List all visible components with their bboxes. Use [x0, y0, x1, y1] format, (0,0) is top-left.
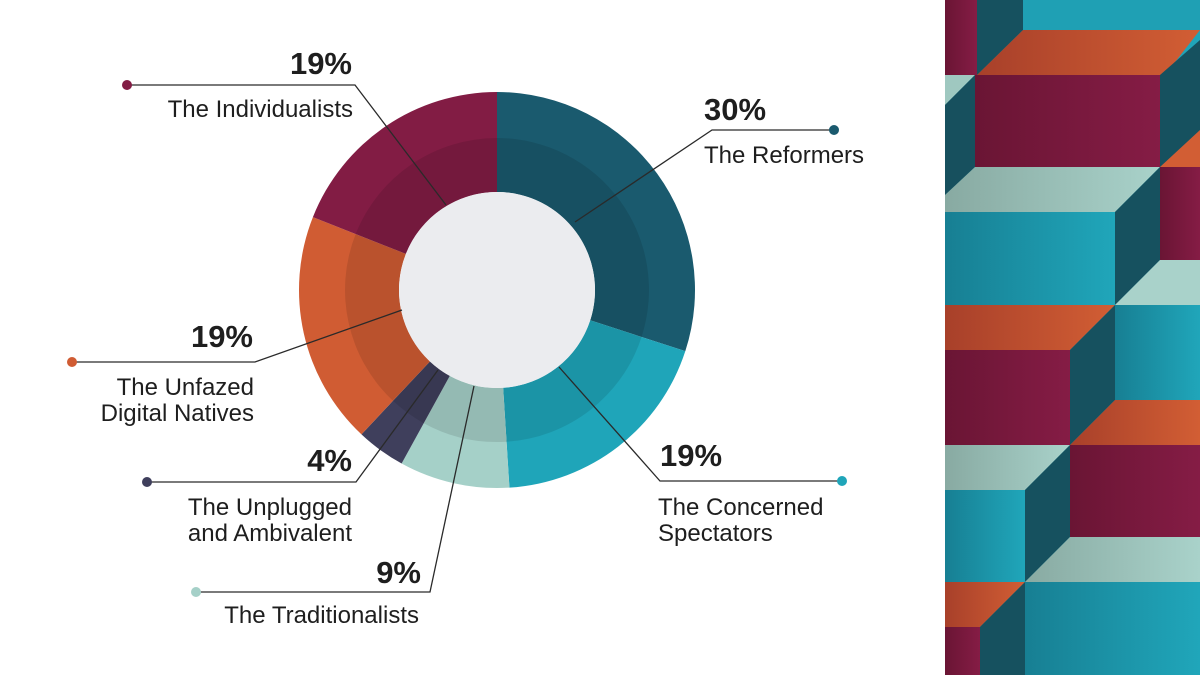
callout-individualists: 19% The Individualists: [122, 46, 447, 206]
donut-slice: [497, 92, 695, 352]
callout-label: and Ambivalent: [188, 520, 352, 547]
leader-line: [196, 385, 475, 593]
donut-slice-inner-shade: [503, 320, 642, 442]
callout-traditionalists: 9% The Traditionalists: [191, 385, 475, 629]
donut-slice: [312, 92, 497, 254]
callout-unplugged: 4% The Unplugged and Ambivalent: [142, 369, 439, 547]
callout-reformers: 30% The Reformers: [574, 92, 864, 223]
donut-center: [399, 192, 595, 388]
leader-line: [127, 84, 447, 206]
decorative-cube-pattern: [945, 0, 1200, 675]
callout-label: The Unfazed: [117, 374, 254, 401]
cube-pattern-graphic: [945, 0, 1200, 675]
callout-concerned-spectators: 19% The Concerned Spectators: [558, 366, 847, 547]
callout-label: The Individualists: [168, 96, 353, 123]
donut-slices: [299, 92, 695, 488]
legend-dot: [191, 587, 201, 597]
legend-dot: [837, 476, 847, 486]
donut-slice-inner-shade: [355, 138, 497, 254]
donut-slice: [361, 361, 450, 464]
callout-label: The Unplugged: [188, 494, 352, 521]
leader-line: [558, 366, 842, 482]
legend-dot: [67, 357, 77, 367]
leader-line: [72, 309, 403, 363]
donut-slice: [299, 217, 430, 435]
leader-line: [574, 129, 834, 223]
legend-dot: [142, 477, 152, 487]
callout-label: The Concerned: [658, 494, 823, 521]
legend-dot: [122, 80, 132, 90]
callout-unfazed-digital-natives: 19% The Unfazed Digital Natives: [67, 309, 403, 427]
pct-label: 19%: [660, 438, 722, 473]
donut-slice: [401, 375, 510, 488]
pct-label: 19%: [191, 319, 253, 354]
legend-dot: [829, 125, 839, 135]
pct-label: 19%: [290, 46, 352, 81]
donut-chart: 30% The Reformers 19% The Concerned Spec…: [67, 46, 864, 629]
donut-slice-inner-shade: [423, 375, 507, 442]
donut-slice-inner-shade: [345, 234, 430, 401]
donut-slice: [503, 320, 686, 488]
callout-label: Spectators: [658, 520, 773, 547]
pct-label: 4%: [307, 443, 352, 478]
callout-label: The Traditionalists: [224, 602, 419, 629]
pct-label: 30%: [704, 92, 766, 127]
callout-label: Digital Natives: [101, 400, 254, 427]
leader-line: [147, 369, 439, 483]
donut-slice-inner-shade: [497, 138, 649, 337]
pct-label: 9%: [376, 555, 421, 590]
callout-label: The Reformers: [704, 142, 864, 169]
